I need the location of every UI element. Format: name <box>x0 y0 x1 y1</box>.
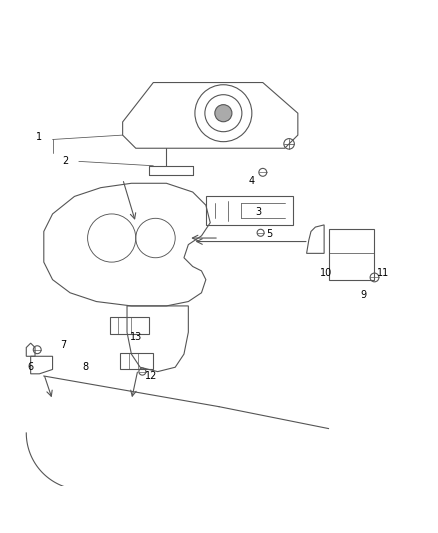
Text: 11: 11 <box>377 268 389 278</box>
Text: 5: 5 <box>266 229 272 239</box>
Text: 3: 3 <box>255 207 261 217</box>
Text: 6: 6 <box>28 362 34 372</box>
Text: 13: 13 <box>130 332 142 342</box>
Text: 12: 12 <box>145 371 157 381</box>
Text: 8: 8 <box>82 362 88 372</box>
Text: 2: 2 <box>63 156 69 166</box>
Circle shape <box>215 104 232 122</box>
Text: 1: 1 <box>36 132 42 142</box>
Text: 9: 9 <box>360 290 367 300</box>
Text: 7: 7 <box>60 341 67 350</box>
Text: 10: 10 <box>320 268 332 278</box>
Text: 4: 4 <box>249 176 255 186</box>
